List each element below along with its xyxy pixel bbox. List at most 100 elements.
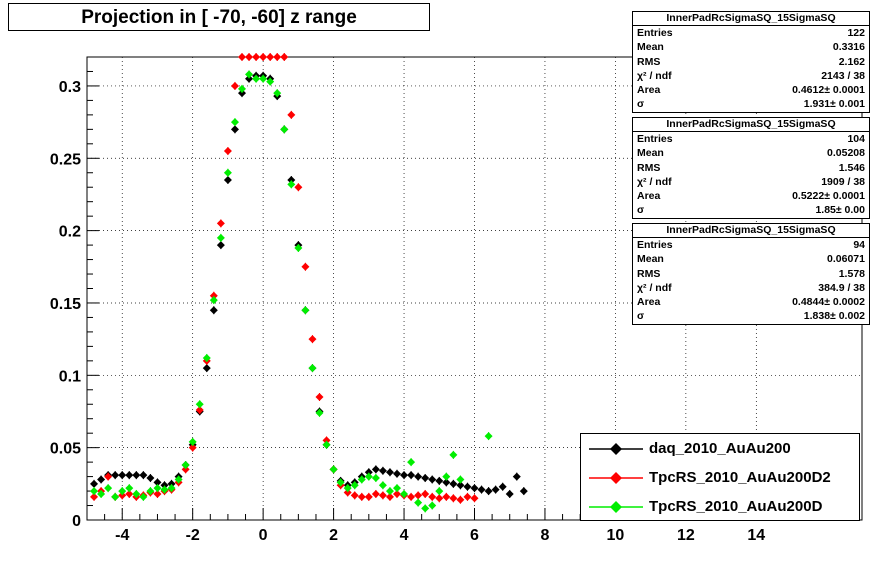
data-point — [343, 488, 352, 497]
data-point — [97, 489, 106, 498]
stats-box-daq: InnerPadRcSigmaSQ_15SigmaSQ Entries 122 M… — [632, 11, 870, 113]
data-point — [146, 487, 155, 496]
data-point — [336, 478, 345, 487]
stats-header: InnerPadRcSigmaSQ_15SigmaSQ — [633, 12, 869, 26]
data-point — [202, 353, 211, 362]
stats-header: InnerPadRcSigmaSQ_15SigmaSQ — [633, 118, 869, 132]
data-point — [132, 471, 141, 480]
x-tick-label: 10 — [607, 527, 625, 544]
data-point — [139, 492, 148, 501]
data-point — [463, 482, 472, 491]
y-tick-label: 0 — [72, 513, 81, 530]
data-point — [160, 481, 169, 490]
data-point — [230, 81, 239, 90]
data-point — [294, 243, 303, 252]
data-point — [456, 481, 465, 490]
data-point — [449, 479, 458, 488]
stats-header: InnerPadRcSigmaSQ_15SigmaSQ — [633, 224, 869, 238]
data-point — [111, 492, 120, 501]
data-point — [421, 504, 430, 513]
data-point — [294, 183, 303, 192]
data-point — [378, 466, 387, 475]
data-point — [209, 306, 218, 315]
data-point — [195, 406, 204, 415]
data-point — [266, 53, 275, 61]
data-point — [146, 474, 155, 483]
data-point — [414, 472, 423, 481]
data-point — [378, 481, 387, 490]
data-point — [378, 491, 387, 500]
chart-title: Projection in [ -70, -60] z range — [8, 3, 430, 31]
data-point — [118, 491, 127, 500]
stats-row-mean: Mean 0.05208 — [637, 147, 865, 160]
legend-entry-daq: daq_2010_AuAu200 — [581, 435, 859, 463]
data-point — [167, 484, 176, 493]
stats-row-rms: RMS 2.162 — [637, 55, 865, 68]
data-point — [118, 471, 127, 480]
legend-label: TpcRS_2010_AuAu200D2 — [649, 469, 831, 486]
data-point — [470, 494, 479, 503]
data-point — [463, 492, 472, 501]
data-point — [449, 450, 458, 459]
data-point — [407, 471, 416, 480]
data-point — [442, 472, 451, 481]
data-point — [512, 472, 521, 481]
data-point — [111, 471, 120, 480]
stats-row-area: Area 0.4612± 0.0001 — [637, 84, 865, 97]
data-point — [153, 484, 162, 493]
legend-marker-tpcrs-d2 — [589, 472, 643, 484]
data-point — [470, 484, 479, 493]
data-point — [407, 458, 416, 467]
data-point — [400, 489, 409, 498]
data-point — [322, 436, 331, 445]
data-point — [308, 364, 317, 373]
data-point — [280, 125, 289, 134]
data-point — [280, 53, 289, 61]
stats-row-rms: RMS 1.546 — [637, 161, 865, 174]
data-point — [350, 481, 359, 490]
data-point — [238, 53, 246, 61]
stats-row-mean: Mean 0.06071 — [637, 253, 865, 266]
data-point — [97, 475, 106, 484]
data-point — [385, 487, 394, 496]
data-point — [125, 471, 134, 480]
data-point — [371, 465, 380, 474]
data-point — [245, 74, 254, 83]
data-point — [343, 484, 352, 493]
data-point — [393, 484, 401, 493]
data-point — [188, 437, 197, 446]
data-point — [428, 475, 437, 484]
legend-label: TpcRS_2010_AuAu200D — [649, 498, 823, 515]
data-point — [259, 53, 268, 61]
data-point — [230, 125, 239, 134]
stats-row-rms: RMS 1.578 — [637, 267, 865, 280]
data-point — [442, 492, 451, 501]
data-point — [195, 400, 204, 409]
data-point — [245, 70, 254, 79]
data-point — [484, 487, 493, 496]
stats-row-area: Area 0.4844± 0.0002 — [637, 296, 865, 309]
data-point — [414, 498, 423, 507]
legend-entry-tpcrs-d2: TpcRS_2010_AuAu200D2 — [581, 464, 859, 492]
legend-label: daq_2010_AuAu200 — [649, 440, 791, 457]
data-point — [174, 475, 183, 484]
data-point — [407, 492, 416, 501]
x-tick-label: 0 — [259, 527, 268, 544]
legend-marker-daq — [589, 443, 643, 455]
data-point — [153, 478, 162, 487]
x-tick-label: -4 — [115, 527, 129, 544]
data-point — [188, 443, 197, 452]
data-point — [315, 393, 324, 402]
stats-row-mean: Mean 0.3316 — [637, 41, 865, 54]
x-tick-label: 14 — [747, 527, 765, 544]
stats-row-sigma: σ 1.85± 0.00 — [637, 204, 865, 217]
data-point — [329, 465, 338, 474]
data-point — [505, 489, 514, 498]
legend-marker-tpcrs-d — [589, 501, 643, 513]
x-tick-label: 4 — [400, 527, 409, 544]
data-point — [477, 485, 486, 494]
data-point — [259, 74, 268, 83]
data-point — [104, 472, 113, 481]
data-point — [435, 476, 444, 485]
data-point — [301, 306, 310, 315]
